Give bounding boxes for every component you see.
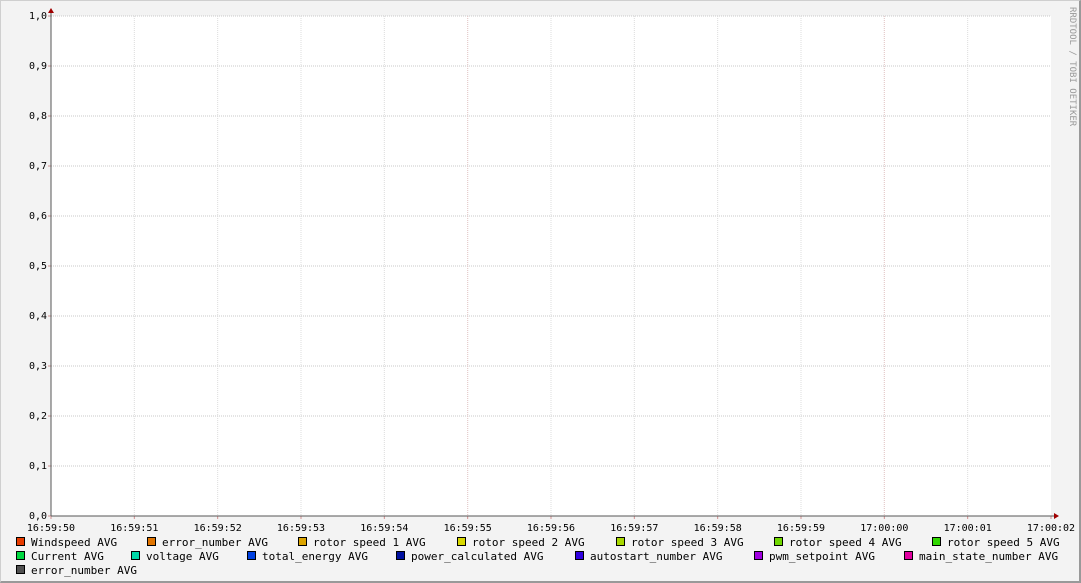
legend-label: rotor speed 3 AVG [631, 536, 744, 549]
x-tick-label: 16:59:51 [110, 523, 158, 534]
x-tick-label: 16:59:50 [27, 523, 75, 534]
legend-item: rotor speed 1 AVG [298, 536, 426, 549]
x-tick-label: 17:00:00 [860, 523, 908, 534]
y-tick-label: 0,0 [29, 511, 47, 522]
x-tick-label: 16:59:57 [610, 523, 658, 534]
legend-item: total_energy AVG [247, 550, 368, 563]
legend-item: rotor speed 4 AVG [774, 536, 902, 549]
y-axis-arrow-icon [48, 8, 54, 13]
watermark: RRDTOOL / TOBI OETIKER [1067, 7, 1077, 127]
y-tick-label: 0,1 [29, 461, 47, 472]
y-tick-label: 0,4 [29, 311, 47, 322]
legend-label: power_calculated AVG [411, 550, 543, 563]
x-tick-label: 16:59:55 [444, 523, 492, 534]
legend-label: pwm_setpoint AVG [769, 550, 875, 563]
x-tick-label: 16:59:53 [277, 523, 325, 534]
legend-swatch [575, 551, 584, 560]
legend-item: power_calculated AVG [396, 550, 543, 563]
legend-label: rotor speed 1 AVG [313, 536, 426, 549]
legend-label: rotor speed 4 AVG [789, 536, 902, 549]
legend-item: voltage AVG [131, 550, 219, 563]
legend-label: total_energy AVG [262, 550, 368, 563]
y-tick-label: 0,5 [29, 261, 47, 272]
y-tick-label: 0,9 [29, 61, 47, 72]
x-tick-label: 16:59:52 [194, 523, 242, 534]
legend-label: autostart_number AVG [590, 550, 722, 563]
y-tick-label: 1,0 [29, 11, 47, 22]
x-tick-label: 17:00:02 [1027, 523, 1075, 534]
x-tick-label: 17:00:01 [944, 523, 992, 534]
legend-item: error_number AVG [147, 536, 268, 549]
legend-item: rotor speed 2 AVG [457, 536, 585, 549]
y-tick-label: 0,8 [29, 111, 47, 122]
legend-swatch [298, 537, 307, 546]
legend-item: autostart_number AVG [575, 550, 722, 563]
y-tick-label: 0,6 [29, 211, 47, 222]
legend-label: rotor speed 5 AVG [947, 536, 1060, 549]
legend-swatch [457, 537, 466, 546]
legend-label: voltage AVG [146, 550, 219, 563]
legend-item: Current AVG [16, 550, 104, 563]
y-tick-label: 0,3 [29, 361, 47, 372]
legend-label: main_state_number AVG [919, 550, 1058, 563]
legend-swatch [131, 551, 140, 560]
y-tick-label: 0,2 [29, 411, 47, 422]
legend-label: error_number AVG [162, 536, 268, 549]
legend-swatch [754, 551, 763, 560]
x-tick-label: 16:59:56 [527, 523, 575, 534]
legend-label: Current AVG [31, 550, 104, 563]
legend-item: rotor speed 3 AVG [616, 536, 744, 549]
legend-swatch [147, 537, 156, 546]
legend-item: Windspeed AVG [16, 536, 117, 549]
legend-item: error_number AVG [16, 564, 137, 577]
x-tick-label: 16:59:59 [777, 523, 825, 534]
legend-swatch [616, 537, 625, 546]
y-tick-label: 0,7 [29, 161, 47, 172]
legend-swatch [16, 551, 25, 560]
legend-label: error_number AVG [31, 564, 137, 577]
legend-label: rotor speed 2 AVG [472, 536, 585, 549]
legend-item: rotor speed 5 AVG [932, 536, 1060, 549]
legend-label: Windspeed AVG [31, 536, 117, 549]
legend-swatch [904, 551, 913, 560]
x-axis-arrow-icon [1054, 513, 1059, 519]
legend-swatch [16, 565, 25, 574]
legend-item: pwm_setpoint AVG [754, 550, 875, 563]
x-tick-label: 16:59:58 [694, 523, 742, 534]
legend-swatch [932, 537, 941, 546]
legend-swatch [247, 551, 256, 560]
legend-swatch [16, 537, 25, 546]
legend-swatch [396, 551, 405, 560]
legend-item: main_state_number AVG [904, 550, 1058, 563]
legend-swatch [774, 537, 783, 546]
x-tick-label: 16:59:54 [360, 523, 408, 534]
